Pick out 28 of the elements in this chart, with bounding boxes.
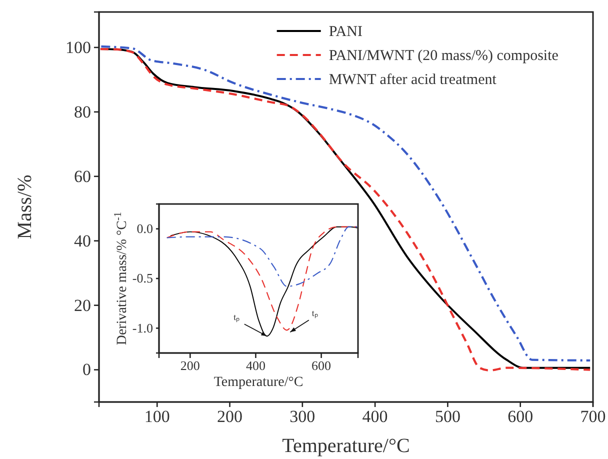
x-tick-label: 400 xyxy=(362,407,388,426)
y-tick-label: -0.5 xyxy=(132,270,153,286)
x-tick-label: 200 xyxy=(180,358,200,374)
y-tick-label: -1.0 xyxy=(132,320,153,336)
x-tick-label: 200 xyxy=(217,407,243,426)
x-tick-label: 400 xyxy=(246,358,266,374)
annotation: tₚ xyxy=(312,308,318,320)
y-tick-label: 100 xyxy=(66,38,91,57)
legend-label: PANI xyxy=(328,24,362,40)
y-tick-label: 40 xyxy=(74,231,91,250)
y-tick-label: 20 xyxy=(74,296,91,315)
x-axis-title: Temperature/°C xyxy=(214,375,304,390)
y-tick-label: 80 xyxy=(74,102,91,122)
x-tick-label: 100 xyxy=(144,407,170,426)
y-tick-label: 0 xyxy=(82,360,91,380)
x-tick-label: 700 xyxy=(580,407,606,426)
y-tick-label: 60 xyxy=(74,166,91,186)
x-tick-label: 600 xyxy=(508,407,534,426)
x-tick-label: 500 xyxy=(434,407,460,426)
y-axis-title: Mass/% xyxy=(14,174,36,240)
x-tick-label: 300 xyxy=(290,407,316,426)
legend-label: PANI/MWNT (20 mass/%) composite xyxy=(328,48,559,64)
y-tick-label: 0.0 xyxy=(136,220,153,236)
x-tick-label: 600 xyxy=(312,358,332,374)
legend-label: MWNT after acid treatment xyxy=(328,72,498,88)
annotation: tₚ xyxy=(234,312,240,324)
x-axis-title: Temperature/°C xyxy=(282,435,410,457)
line-series xyxy=(166,226,358,287)
